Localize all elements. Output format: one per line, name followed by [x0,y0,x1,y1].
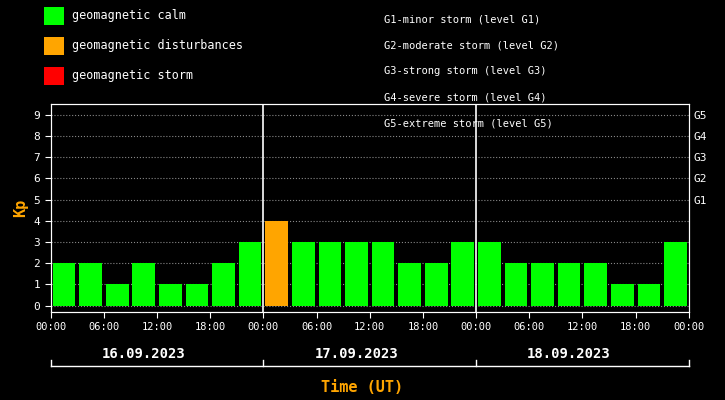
Bar [398,263,421,306]
Bar [318,242,341,306]
Text: geomagnetic disturbances: geomagnetic disturbances [72,40,244,52]
Bar [106,284,128,306]
Bar [664,242,687,306]
Bar [637,284,660,306]
Text: Time (UT): Time (UT) [321,380,404,396]
Text: G5-extreme storm (level G5): G5-extreme storm (level G5) [384,118,553,128]
Bar [292,242,315,306]
Text: geomagnetic storm: geomagnetic storm [72,70,194,82]
Bar [53,263,75,306]
Text: 16.09.2023: 16.09.2023 [102,347,186,361]
Text: geomagnetic calm: geomagnetic calm [72,10,186,22]
Bar [372,242,394,306]
Bar [186,284,208,306]
Bar [239,242,262,306]
Bar [212,263,235,306]
Text: 18.09.2023: 18.09.2023 [527,347,611,361]
Bar [558,263,581,306]
Text: G1-minor storm (level G1): G1-minor storm (level G1) [384,14,541,24]
Bar [79,263,102,306]
Bar [452,242,474,306]
Bar [531,263,554,306]
Text: 17.09.2023: 17.09.2023 [315,347,398,361]
Bar [159,284,182,306]
Bar [505,263,527,306]
Bar [584,263,607,306]
Bar [133,263,155,306]
Text: G2-moderate storm (level G2): G2-moderate storm (level G2) [384,40,559,50]
Text: G3-strong storm (level G3): G3-strong storm (level G3) [384,66,547,76]
Text: G4-severe storm (level G4): G4-severe storm (level G4) [384,92,547,102]
Bar [425,263,447,306]
Bar [265,221,288,306]
Bar [478,242,501,306]
Bar [345,242,368,306]
Bar [611,284,634,306]
Y-axis label: Kp: Kp [13,199,28,217]
